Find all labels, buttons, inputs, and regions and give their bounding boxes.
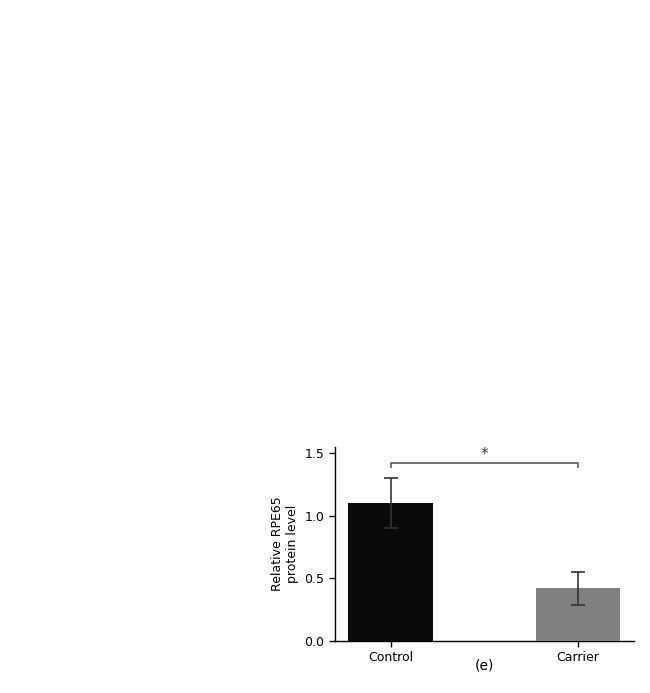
Bar — [348, 503, 433, 641]
Y-axis label: Relative RPE65
protein level: Relative RPE65 protein level — [271, 497, 299, 591]
Bar — [536, 588, 620, 641]
Text: (e): (e) — [474, 658, 494, 672]
Text: *: * — [480, 447, 488, 462]
